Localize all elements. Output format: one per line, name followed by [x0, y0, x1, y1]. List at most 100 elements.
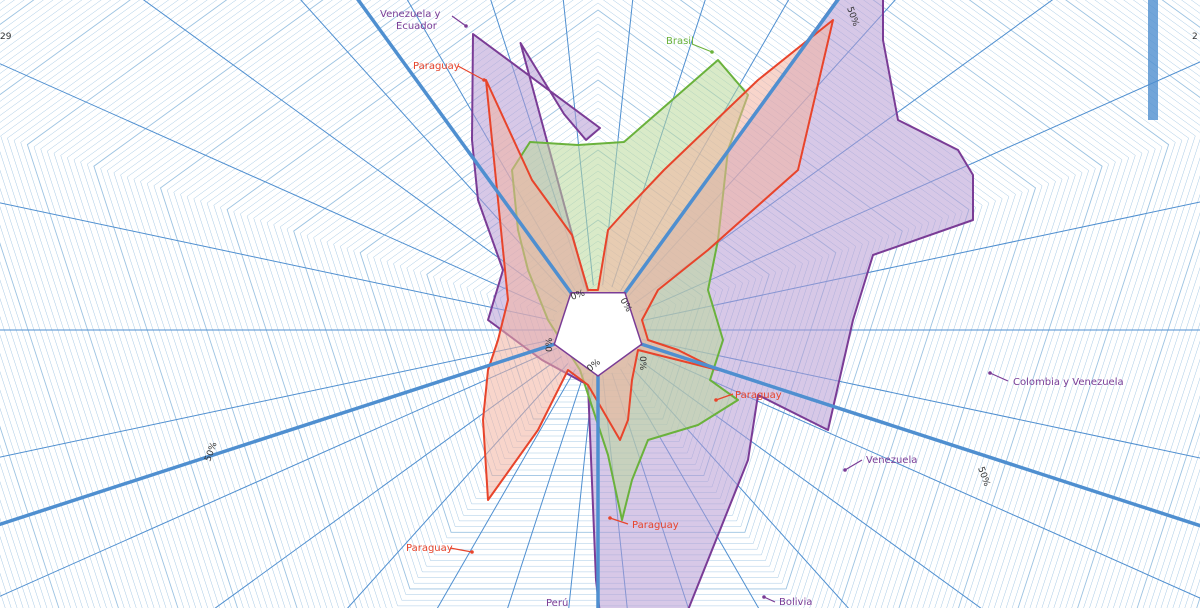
grid-ring [40, 0, 1156, 608]
arrow-head [714, 398, 718, 402]
grid-spoke [0, 347, 558, 597]
arrow-head [608, 516, 612, 520]
annotation-bolivia: Bolivia [779, 597, 812, 608]
grid-spoke [562, 0, 594, 286]
arrow [449, 547, 473, 553]
annotation-paraguay-top: Paraguay [413, 61, 460, 72]
tick-label-0pct-d: 0% [637, 356, 647, 371]
outer-tick-label-right: 2 [1192, 32, 1198, 42]
annotation-venezuela-ecuador-2: Ecuador [396, 21, 438, 32]
arrow-head [988, 371, 992, 375]
grid-ring [153, 0, 1043, 608]
grid-ring [113, 0, 1083, 608]
grid-ring [159, 0, 1037, 608]
grid-ring [7, 0, 1189, 608]
annotation-brasil: Brasil [666, 36, 694, 47]
grid-spoke [142, 0, 562, 304]
annotation-paraguay-bottom: Paraguay [632, 520, 679, 531]
arrow [609, 517, 629, 525]
grid-ring [60, 0, 1136, 608]
tick-label-50pct-right: 50% [975, 466, 991, 489]
annotation-colombia-venezuela: Colombia y Venezuela [1013, 377, 1124, 388]
arrow [989, 372, 1009, 382]
radar-series [471, 0, 974, 608]
grid-spoke [568, 374, 594, 608]
arrow-head [470, 550, 474, 554]
arrow [844, 459, 863, 471]
annotation-arrows [449, 15, 1009, 603]
grid-ring [100, 0, 1096, 608]
center-pentagon [553, 292, 643, 377]
grid-spoke [0, 338, 555, 458]
grid-ring [93, 0, 1103, 608]
grid-ring [133, 0, 1063, 608]
grid-spoke [0, 202, 555, 322]
main-axis [635, 340, 1200, 528]
grid-ring [120, 0, 1076, 608]
arrow [691, 43, 713, 53]
grid-ring [107, 0, 1089, 608]
arrow-head [482, 78, 486, 82]
series-2 [482, 19, 834, 501]
annotation-venezuela-ecuador-1: Venezuela y [380, 9, 441, 20]
arrow [451, 15, 467, 27]
arrow-head [710, 50, 714, 54]
annotation-paraguay-lower-left: Paraguay [406, 543, 453, 554]
annotation-venezuela: Venezuela [866, 455, 917, 466]
grid-spoke [214, 356, 562, 608]
main-axis [620, 0, 840, 299]
grid-ring [73, 0, 1123, 608]
grid-spoke [0, 63, 558, 313]
grid-ring [67, 0, 1129, 608]
grid-ring [126, 0, 1070, 608]
grid-ring [13, 0, 1183, 608]
tick-label-0pct-a: 0% [570, 288, 587, 302]
grid-ring [26, 0, 1170, 608]
main-axis [356, 0, 576, 299]
grid-spoke [436, 368, 576, 608]
grid-ring [47, 0, 1149, 608]
grid-ring [166, 0, 1030, 608]
main-axis [0, 340, 561, 527]
grid-ring [33, 0, 1163, 608]
annotation-paraguay-right: Paraguay [735, 390, 782, 401]
grid-ring [140, 0, 1056, 608]
arrow-head [762, 595, 766, 599]
annotation-peru: Perú [546, 597, 568, 608]
radar-labels: 0% 0% 0% 0% 0% 50% 50% 50% 29 2 Venezuel… [0, 6, 1198, 608]
grid-ring [53, 0, 1143, 608]
grid-ring [173, 0, 1023, 608]
grid-spoke [638, 347, 1200, 599]
grid-ring [20, 0, 1176, 608]
grid-spoke [507, 372, 585, 608]
grid-ring [80, 0, 1116, 608]
grid-ring [87, 0, 1109, 608]
arrow [457, 65, 485, 81]
grid-ring [146, 0, 1050, 608]
tick-label-0pct-c: 0% [545, 337, 555, 352]
grid-spoke [347, 363, 569, 608]
arrow [715, 393, 734, 401]
arrow [763, 596, 776, 603]
arrow-head [464, 24, 468, 28]
grid-spoke [300, 0, 569, 297]
